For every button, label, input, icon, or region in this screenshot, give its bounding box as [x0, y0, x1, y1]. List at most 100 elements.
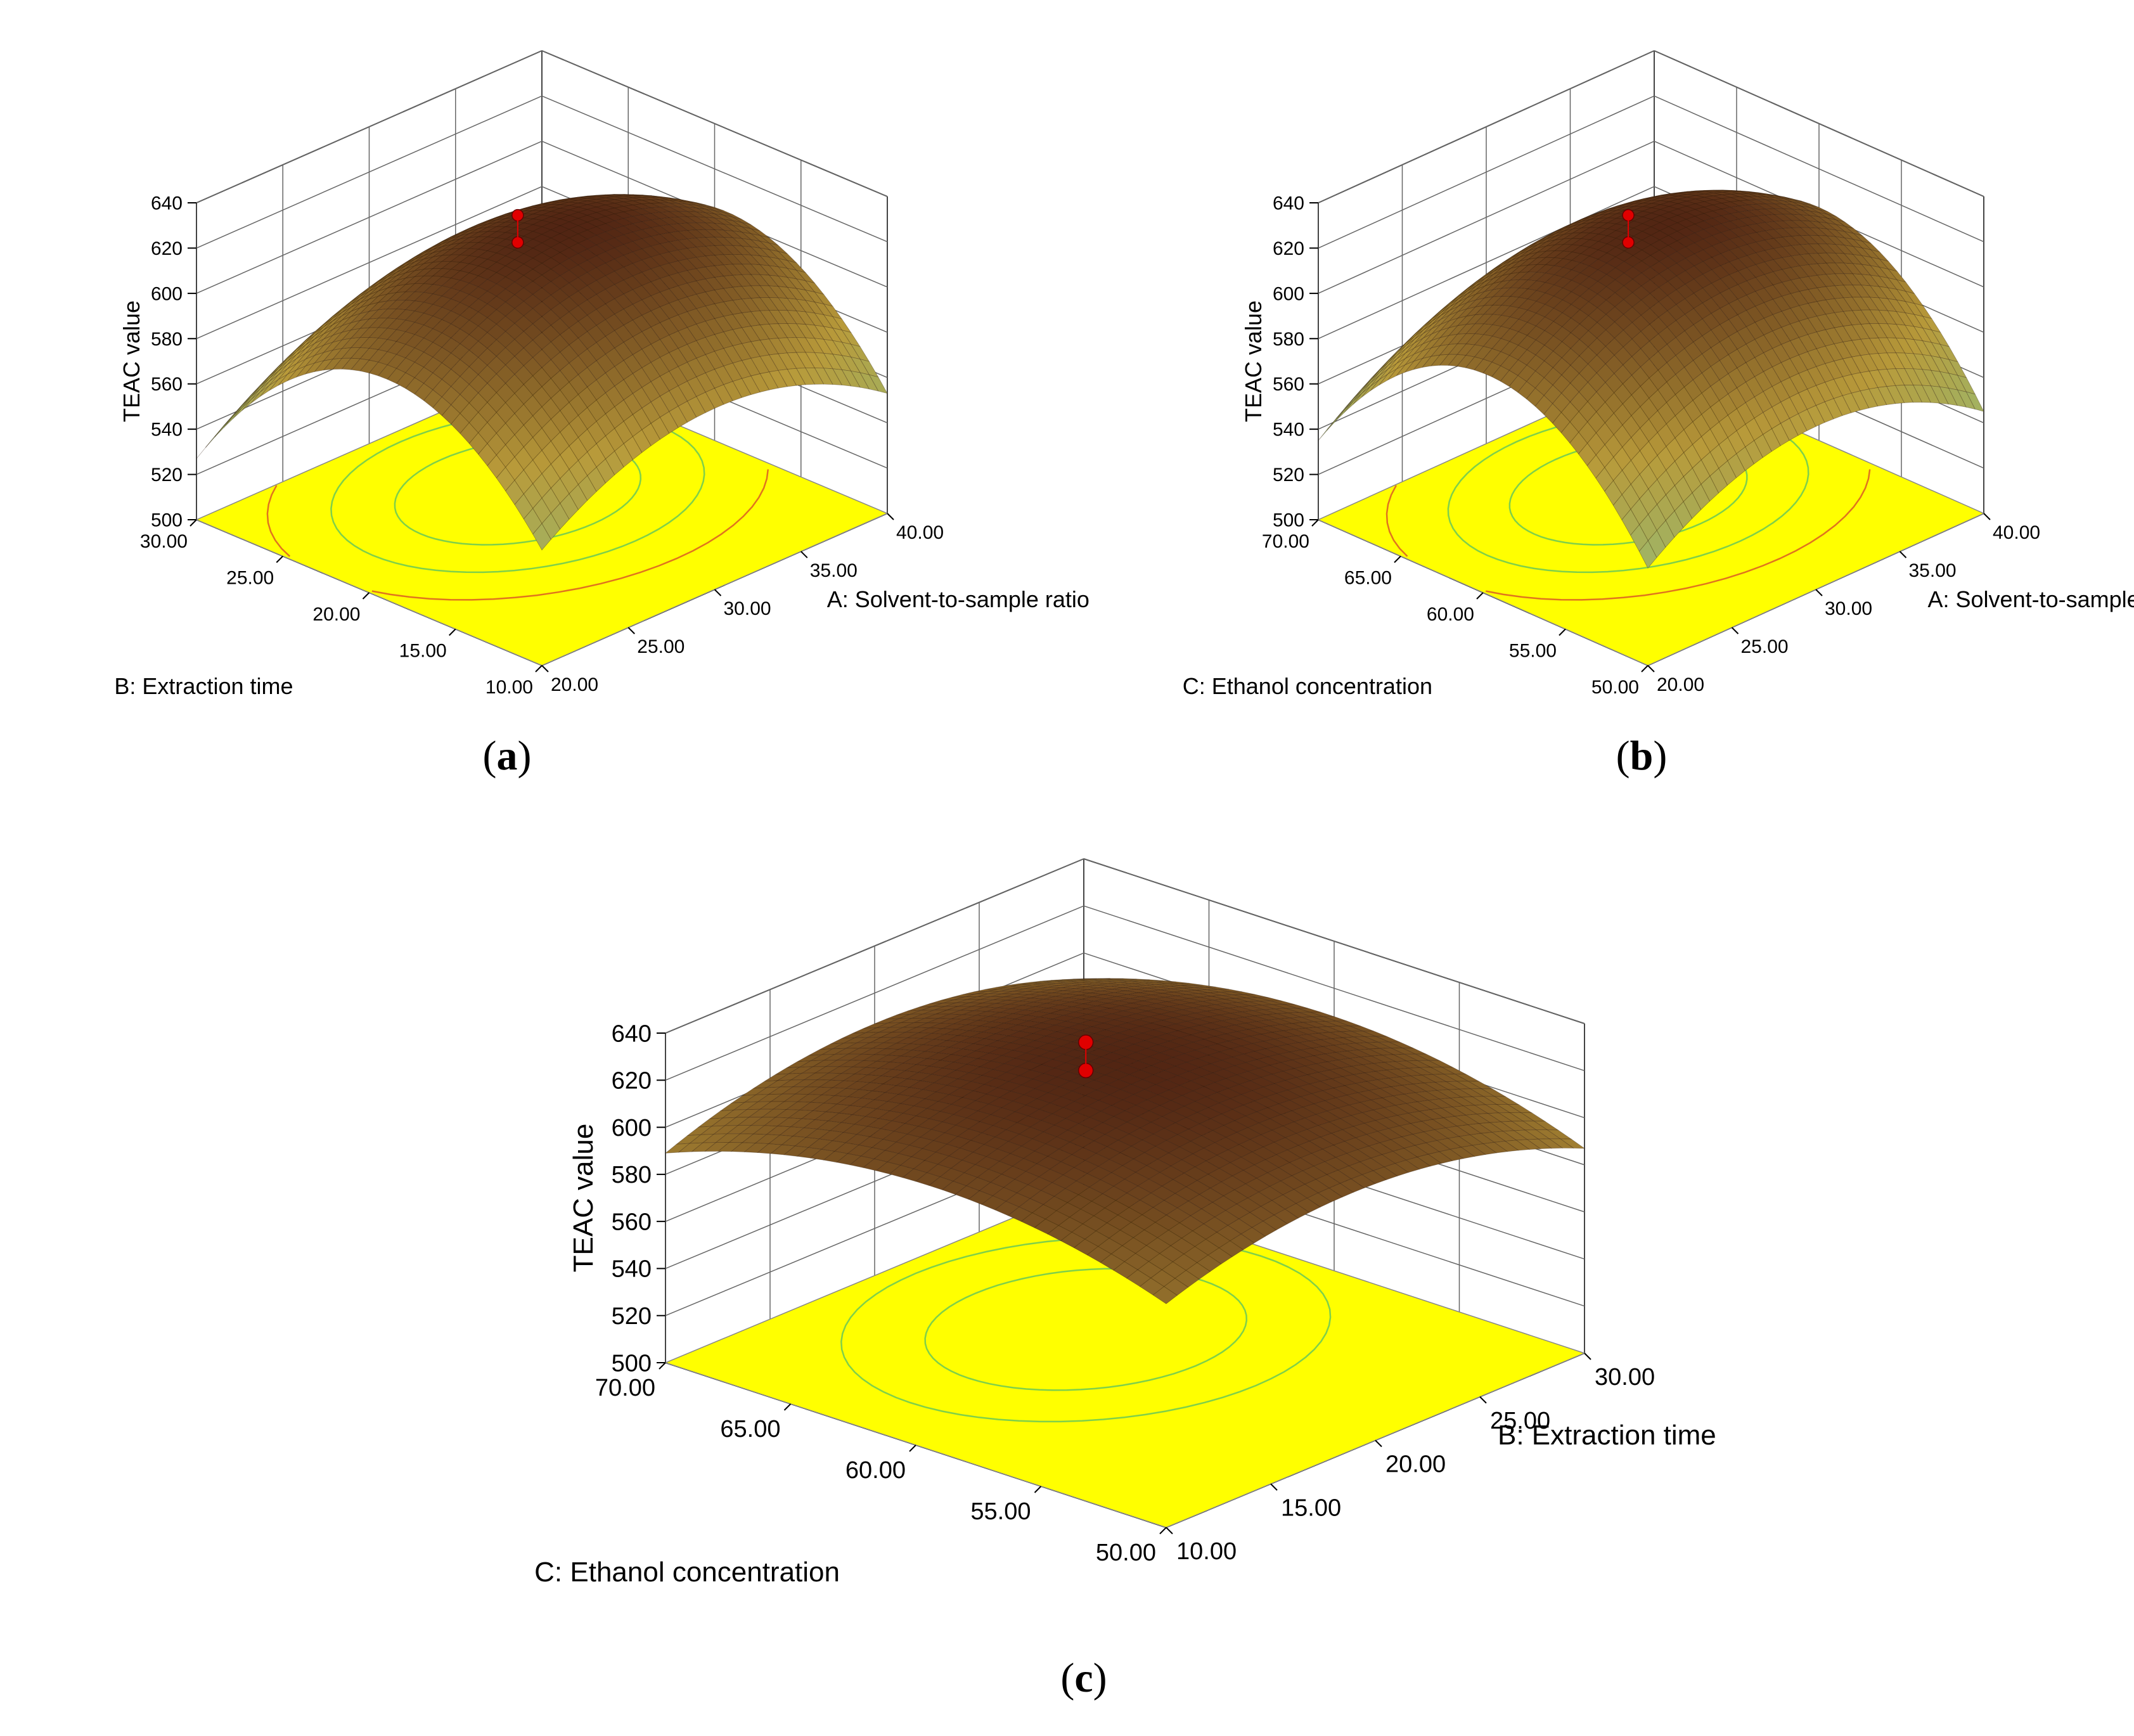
- surface-facet: [1129, 996, 1154, 1001]
- surface-facet: [1369, 1048, 1394, 1056]
- surface-facet: [1126, 1269, 1152, 1287]
- surface-facet: [1799, 220, 1819, 229]
- surface-facet: [875, 1055, 902, 1063]
- surface-facet: [1579, 247, 1599, 257]
- surface-facet: [862, 1054, 889, 1062]
- surface-facet: [1328, 1118, 1354, 1130]
- surface-facet: [660, 199, 679, 204]
- surface-facet: [641, 311, 661, 328]
- surface-facet: [1113, 1016, 1140, 1024]
- surface-facet: [1150, 1116, 1176, 1129]
- surface-facet: [587, 466, 606, 492]
- surface-facet: [1434, 1128, 1460, 1139]
- surface-facet: [769, 243, 788, 254]
- surface-facet: [1665, 510, 1684, 538]
- surface-facet: [1295, 1129, 1321, 1141]
- surface-facet: [1161, 1057, 1188, 1067]
- surface-facet: [1122, 1094, 1148, 1106]
- z-tick-label: 560: [1273, 374, 1304, 395]
- surface-facet: [946, 1136, 972, 1148]
- surface-facet: [287, 359, 306, 375]
- surface-facet: [1179, 1141, 1205, 1154]
- surface-facet: [1254, 1159, 1280, 1173]
- x-tick-label: 20.00: [1385, 1451, 1446, 1478]
- surface-facet: [423, 316, 442, 330]
- surface-facet: [1438, 1098, 1465, 1107]
- surface-facet: [742, 226, 761, 236]
- surface-facet: [1809, 210, 1828, 219]
- surface-facet: [977, 1169, 1003, 1183]
- surface-facet: [678, 296, 697, 312]
- surface-facet: [1612, 494, 1631, 520]
- surface-facet: [1141, 1074, 1167, 1085]
- surface-facet: [1534, 395, 1553, 415]
- surface-facet: [1739, 196, 1758, 201]
- x-tick-mark: [1270, 1483, 1278, 1491]
- surface-facet: [1621, 508, 1640, 536]
- surface-facet: [1489, 1121, 1515, 1132]
- surface-facet: [1529, 236, 1547, 247]
- surface-facet: [783, 1093, 809, 1102]
- surface-facet: [1138, 991, 1163, 996]
- surface-facet: [1379, 368, 1397, 385]
- surface-facet: [1405, 1101, 1432, 1112]
- surface-facet: [1538, 231, 1556, 241]
- surface-facet: [1126, 1019, 1153, 1027]
- surface-facet: [1465, 333, 1484, 345]
- surface-facet: [632, 299, 652, 316]
- surface-facet: [1297, 1141, 1323, 1154]
- surface-facet: [799, 1102, 825, 1111]
- surface-facet: [678, 248, 697, 260]
- surface-facet: [1306, 1192, 1332, 1207]
- surface-facet: [1197, 1174, 1222, 1188]
- surface-facet: [795, 311, 816, 326]
- surface-facet: [1107, 1032, 1133, 1041]
- surface-facet: [1249, 1134, 1275, 1148]
- surface-facet: [1202, 1000, 1227, 1005]
- surface-facet: [214, 416, 233, 438]
- surface-facet: [1363, 1120, 1390, 1132]
- surface-facet: [1728, 284, 1747, 300]
- y-tick-label: 60.00: [1427, 604, 1474, 625]
- surface-facet: [1276, 1090, 1302, 1101]
- x-tick-label: 10.00: [1176, 1538, 1237, 1565]
- surface-facet: [1904, 338, 1923, 355]
- surface-facet: [668, 211, 688, 217]
- surface-facet: [641, 219, 661, 228]
- surface-facet: [1643, 195, 1661, 200]
- surface-facet: [990, 1107, 1016, 1119]
- surface-facet: [678, 361, 697, 382]
- surface-facet: [1508, 345, 1527, 361]
- surface-facet: [1190, 1031, 1216, 1040]
- surface-facet: [1719, 303, 1739, 320]
- surface-facet: [1156, 983, 1181, 987]
- surface-facet: [1107, 982, 1133, 986]
- surface-facet: [953, 1019, 979, 1026]
- surface-facet: [1223, 1120, 1249, 1133]
- surface-facet: [1571, 296, 1590, 311]
- surface-facet: [1173, 991, 1199, 995]
- surface-facet: [1086, 984, 1110, 988]
- surface-facet: [487, 339, 506, 357]
- surface-facet: [1569, 432, 1588, 454]
- surface-facet: [714, 210, 733, 217]
- surface-facet: [1905, 312, 1924, 329]
- surface-facet: [1128, 1026, 1155, 1034]
- surface-facet: [1362, 369, 1380, 389]
- surface-facet: [1246, 997, 1271, 1001]
- surface-facet: [1579, 346, 1598, 364]
- y-tick-label: 30.00: [140, 531, 188, 552]
- y-tick-mark: [1641, 665, 1649, 672]
- surface-facet: [1562, 232, 1583, 240]
- surface-facet: [233, 397, 252, 417]
- surface-facet: [678, 270, 697, 284]
- surface-facet: [768, 370, 788, 389]
- surface-facet: [1117, 1207, 1143, 1223]
- surface-facet: [714, 276, 733, 289]
- y-tick-label: 70.00: [595, 1375, 655, 1401]
- surface-facet: [854, 1067, 880, 1076]
- surface-facet: [1607, 209, 1626, 215]
- surface-facet: [1721, 193, 1740, 198]
- surface-facet: [741, 375, 761, 395]
